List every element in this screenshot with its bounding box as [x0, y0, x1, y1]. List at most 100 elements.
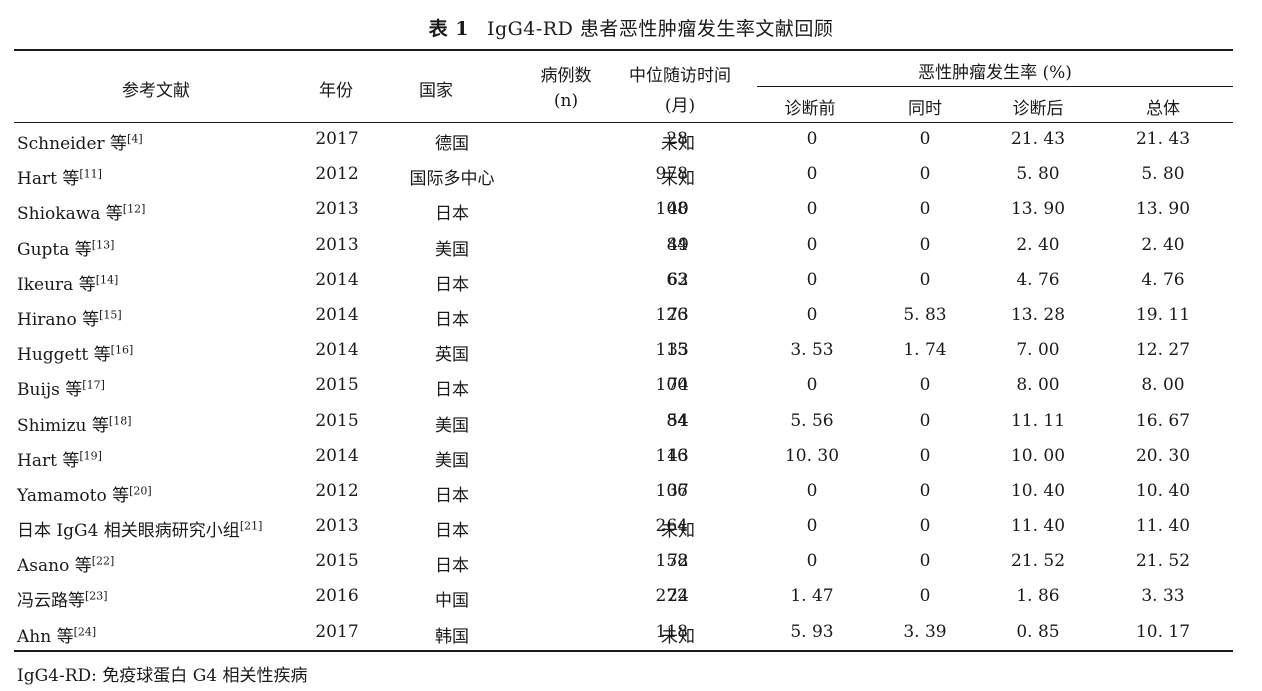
cell-before: 0 [806, 516, 818, 537]
cell-country: 美国 [435, 239, 469, 260]
cell-total: 16. 67 [1135, 410, 1191, 431]
citation-number: [23] [85, 589, 108, 603]
table-row: 冯云路等[23] 2016 中国 272 24 1. 47 0 1. 86 3. 33 [0, 580, 1262, 615]
cell-total: 10. 17 [1135, 621, 1191, 642]
header-after: 诊断后 [1012, 99, 1064, 119]
table-row: Shiokawa 等[12] 2013 日本 108 40 0 0 13. 90 13. 90 [0, 193, 1262, 228]
table-number: 表 1 [428, 18, 469, 40]
cell-before: 5. 56 [790, 410, 834, 431]
table-title: IgG4-RD 患者恶性肿瘤发生率文献回顾 [486, 18, 834, 40]
cell-after: 0. 85 [1016, 621, 1060, 642]
cell-year: 2013 [315, 516, 359, 537]
cell-year: 2017 [315, 129, 359, 149]
cell-total: 4. 76 [1141, 269, 1185, 290]
citation-number: [16] [110, 343, 134, 357]
citation-number: [20] [129, 484, 152, 498]
cell-total: 10. 40 [1135, 480, 1191, 501]
cell-reference: Asano 等[22] [17, 551, 115, 577]
cell-year: 2014 [315, 445, 359, 466]
citation-number: [12] [122, 202, 146, 216]
reference-text: Hirano 等 [17, 309, 100, 330]
cell-reference: Gupta 等[13] [17, 235, 114, 260]
cell-after: 7. 00 [1016, 340, 1060, 361]
citation-number: [21] [239, 519, 263, 533]
table-row: Asano 等[22] 2015 日本 158 72 0 0 21. 52 21. 52 [0, 545, 1262, 580]
reference-text: Shiokawa 等 [17, 204, 123, 225]
header-cases-unit: (n) [553, 91, 579, 111]
cell-year: 2014 [315, 304, 359, 325]
cell-before: 3. 53 [790, 340, 834, 361]
reference-text: Shimizu 等 [17, 415, 109, 436]
cell-same: 0 [919, 516, 931, 537]
table-row: Hart 等[11] 2012 国际多中心 978 未知 0 0 5. 80 5. 80 [0, 158, 1262, 193]
cell-before: 10. 30 [784, 445, 840, 466]
cell-same: 0 [919, 586, 931, 607]
header-cases: 病例数 [540, 66, 592, 86]
cell-before: 0 [806, 551, 818, 572]
cell-cases: 63 [666, 269, 688, 290]
header-same: 同时 [908, 99, 942, 119]
cell-reference: Hart 等[19] [17, 446, 102, 471]
cell-reference: Ikeura 等[14] [17, 270, 118, 295]
cell-year: 2013 [315, 234, 359, 255]
cell-followup: 54 [667, 410, 689, 431]
citation-number: [14] [95, 273, 119, 287]
cell-after: 13. 28 [1010, 304, 1066, 325]
cell-country: 日本 [435, 204, 469, 225]
cell-total: 11. 40 [1135, 516, 1191, 537]
cell-followup: 72 [667, 551, 689, 572]
header-total: 总体 [1146, 99, 1180, 119]
reference-text: Hart 等 [17, 450, 80, 471]
header-country: 国家 [419, 81, 453, 101]
cell-reference: Buijs 等[17] [17, 375, 105, 401]
table-row: Yamamoto 等[20] 2012 日本 106 37 0 0 10. 40 10. 40 [0, 475, 1262, 510]
citation-number: [13] [91, 237, 115, 251]
cell-year: 2012 [315, 480, 359, 501]
cell-followup: 33 [667, 340, 689, 361]
cell-reference: Hart 等[11] [17, 164, 102, 190]
cell-same: 0 [919, 445, 931, 466]
cell-year: 2014 [315, 340, 359, 361]
cell-total: 5. 80 [1141, 164, 1185, 185]
cell-total: 21. 52 [1135, 551, 1191, 572]
header-incidence-group: 恶性肿瘤发生率 (%) [918, 63, 1072, 83]
table-caption: 表 1 IgG4-RD 患者恶性肿瘤发生率文献回顾 [0, 14, 1262, 41]
cell-total: 21. 43 [1135, 129, 1191, 149]
cell-country: 中国 [435, 591, 469, 612]
cell-same: 0 [919, 375, 931, 396]
reference-text: 日本 IgG4 相关眼病研究小组 [17, 521, 240, 542]
table-row: Gupta 等[13] 2013 美国 84 49 0 0 2. 40 2. 40 [0, 229, 1262, 264]
cell-after: 13. 90 [1010, 199, 1066, 220]
cell-after: 4. 76 [1016, 269, 1060, 290]
table-row: Buijs 等[17] 2015 日本 100 74 0 0 8. 00 8. 00 [0, 369, 1262, 404]
cell-year: 2013 [315, 199, 359, 220]
reference-text: Gupta 等 [17, 239, 92, 260]
cell-total: 20. 30 [1135, 445, 1191, 466]
citation-number: [22] [91, 554, 115, 568]
reference-text: Hart 等 [17, 169, 80, 190]
cell-country: 日本 [435, 556, 469, 577]
cell-same: 0 [919, 164, 931, 185]
cell-reference: Yamamoto 等[20] [17, 481, 152, 506]
cell-followup: 40 [667, 199, 689, 220]
citation-number: [4] [127, 132, 143, 146]
citation-number: [24] [73, 624, 97, 638]
table-row: Hart 等[19] 2014 美国 116 43 10. 30 0 10. 00 20. 30 [0, 440, 1262, 475]
cell-reference: Shiokawa 等[12] [17, 199, 146, 225]
cell-total: 13. 90 [1135, 199, 1191, 220]
cell-year: 2015 [315, 551, 359, 572]
cell-reference: 冯云路等[23] [17, 586, 108, 612]
cell-followup: 49 [667, 234, 689, 255]
cell-before: 0 [806, 199, 818, 220]
table-row: Schneider 等[4] 2017 德国 28 未知 0 0 21. 43 21. 43 [0, 123, 1262, 158]
citation-number: [11] [79, 167, 102, 181]
cell-country: 日本 [435, 274, 469, 295]
cell-country: 日本 [435, 521, 469, 542]
reference-text: Yamamoto 等 [17, 485, 130, 506]
cell-country: 国际多中心 [409, 169, 495, 190]
cell-same: 0 [919, 480, 931, 501]
cell-country: 日本 [435, 485, 469, 506]
cell-after: 10. 40 [1010, 480, 1066, 501]
header-before: 诊断前 [784, 99, 836, 119]
cell-before: 5. 93 [790, 621, 834, 642]
